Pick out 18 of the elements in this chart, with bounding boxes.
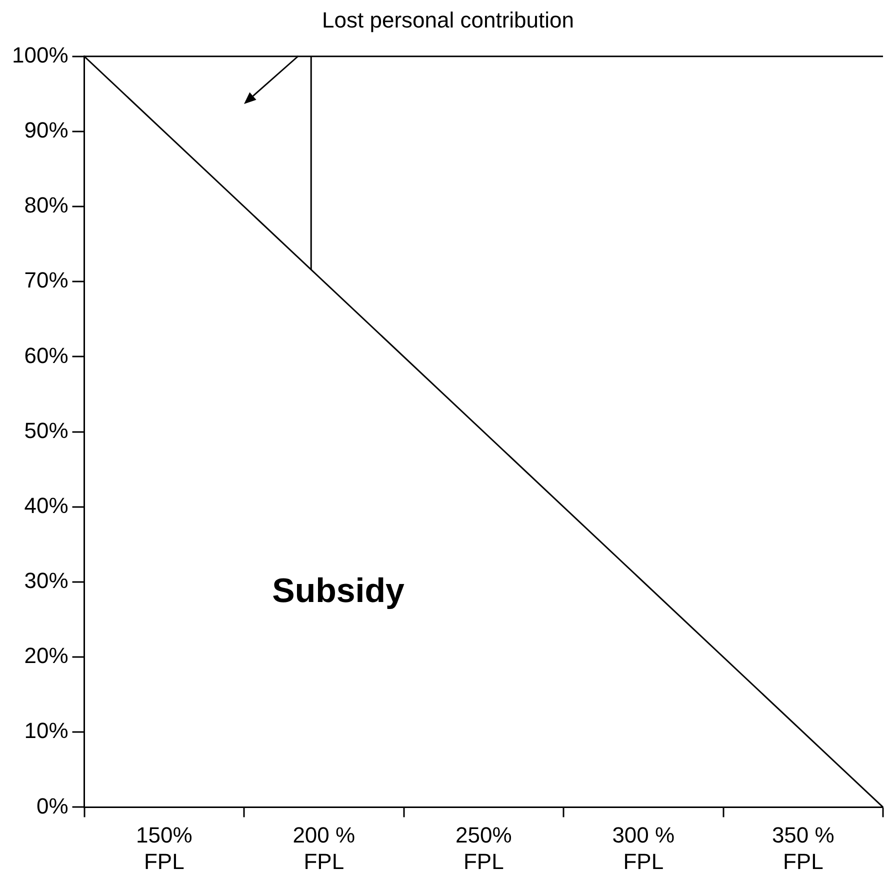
y-tick-label: 100% — [12, 42, 68, 68]
x-tick-label: 150% FPL — [136, 822, 192, 874]
y-tick-label: 20% — [24, 643, 68, 668]
y-tick-label: 40% — [24, 492, 68, 518]
x-tick-label: 250% FPL — [455, 822, 512, 874]
x-tick-label: 200 % FPL — [292, 822, 356, 874]
y-tick-label: 0% — [36, 793, 68, 818]
y-tick-label: 50% — [24, 418, 68, 443]
x-tick-label: 350 % FPL — [772, 822, 834, 874]
y-tick-label: 80% — [24, 192, 68, 218]
y-tick-label: 60% — [24, 342, 68, 368]
y-tick-label: 70% — [24, 268, 68, 293]
annotation: Subsidy — [272, 572, 404, 610]
y-tick-label: 90% — [24, 118, 68, 143]
y-tick-label: 30% — [24, 568, 68, 594]
y-tick-label: 10% — [24, 718, 68, 744]
x-tick-label: 300 % FPL — [612, 822, 675, 874]
chart-title: Lost personal contribution — [322, 7, 574, 32]
